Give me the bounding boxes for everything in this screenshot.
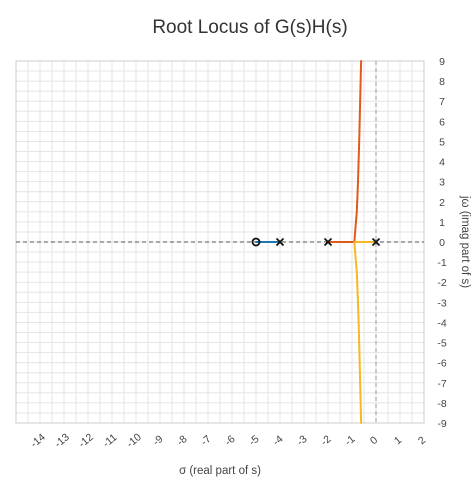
x-tick-labels: -14 -13 -12 -11 -10 -9 -8 -7 -6 -5 -4 -3 -2 -1 0 1 2: [28, 431, 428, 450]
chart-title: Root Locus of G(s)H(s): [152, 17, 347, 38]
x-tick-label: 1: [392, 434, 404, 447]
pole-marker: [323, 237, 333, 247]
y-tick-label: -3: [437, 297, 446, 309]
locus-branch-2: [327, 60, 363, 243]
y-tick-label: 0: [439, 237, 445, 249]
y-tick-label: 4: [439, 157, 445, 169]
x-tick-label: -14: [28, 431, 47, 450]
x-tick-label: -11: [101, 431, 120, 450]
y-tick-label: -5: [437, 338, 446, 350]
x-tick-label: -1: [343, 433, 358, 448]
x-tick-label: -12: [76, 431, 95, 450]
x-tick-label: -7: [199, 433, 214, 448]
pole-stroke: [275, 237, 285, 247]
pole-stroke: [323, 237, 333, 247]
x-axis-label: σ (real part of s): [179, 465, 261, 477]
x-tick-label: -8: [175, 433, 190, 448]
y-tick-label: -7: [437, 378, 446, 390]
x-tick-label: -2: [319, 433, 334, 448]
y-axis-label: jω (imag part of s): [459, 195, 471, 288]
y-tick-label: 8: [439, 76, 445, 88]
y-tick-label: 2: [439, 197, 445, 209]
locus-branch-3: [353, 241, 377, 424]
y-tick-label: -6: [437, 358, 446, 370]
x-tick-label: -4: [271, 433, 286, 448]
y-tick-label: 1: [439, 217, 445, 229]
x-tick-label: -10: [124, 431, 143, 450]
y-tick-label: 7: [439, 96, 445, 108]
x-tick-label: -9: [151, 433, 166, 448]
y-tick-label: -1: [437, 257, 446, 269]
y-tick-labels: 9 8 7 6 5 4 3 2 1 0 -1 -2 -3 -4 -5 -6 -7 -8 -9: [437, 56, 446, 430]
x-tick-label: -5: [247, 433, 262, 448]
x-tick-label: -6: [223, 433, 238, 448]
zero-marker: [251, 237, 261, 247]
x-tick-label: 2: [416, 434, 428, 447]
pole-marker: [275, 237, 285, 247]
y-tick-label: -4: [437, 317, 446, 329]
y-tick-label: -2: [437, 277, 446, 289]
x-tick-label: 0: [368, 434, 380, 447]
y-tick-label: 9: [439, 56, 445, 68]
x-tick-label: -3: [295, 433, 310, 448]
pole-marker: [371, 237, 381, 247]
y-tick-label: -9: [437, 418, 446, 430]
pole-stroke: [371, 237, 381, 247]
x-tick-label: -13: [52, 431, 71, 450]
y-tick-label: -8: [437, 398, 446, 410]
y-tick-label: 5: [439, 136, 445, 148]
y-tick-label: 6: [439, 116, 445, 128]
pole-zero-markers: [251, 237, 381, 247]
y-tick-label: 3: [439, 177, 445, 189]
